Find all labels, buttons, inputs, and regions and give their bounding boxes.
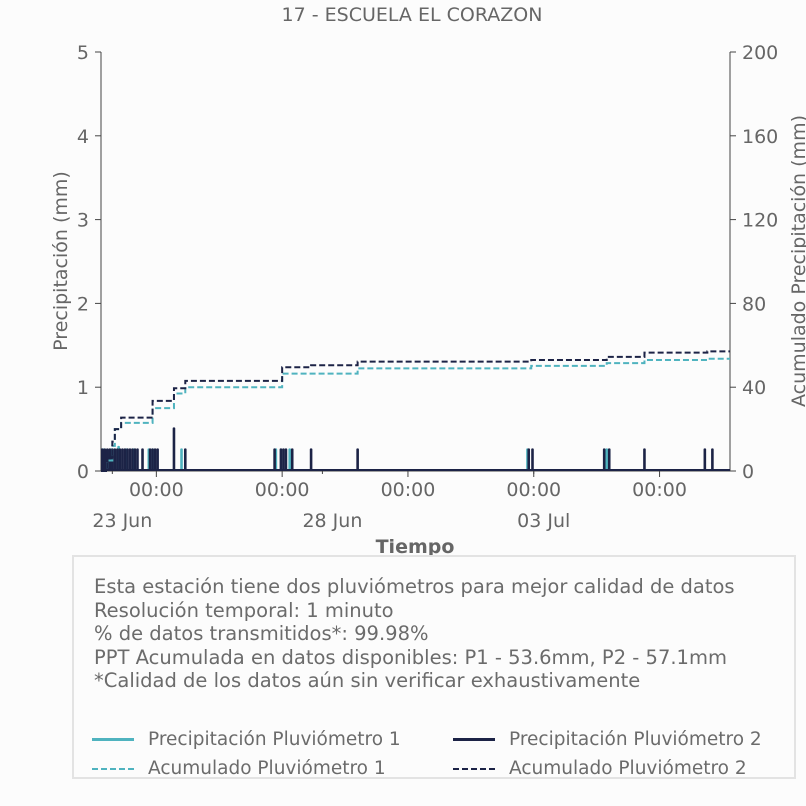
precipitation-bar <box>126 448 129 471</box>
x-ticks: 00:00 00:00 00:00 00:00 00:00 23 Jun 28 Jun 03 … <box>92 471 687 532</box>
precipitation-bar <box>703 448 707 471</box>
cumulative-line <box>101 350 730 472</box>
precipitation-bar <box>121 448 124 471</box>
precipitation-bar <box>131 448 134 471</box>
precipitation-bar <box>151 448 154 471</box>
x-date-label: 23 Jun <box>92 510 152 532</box>
left-tick-label: 4 <box>77 126 89 148</box>
right-tick-label: 40 <box>742 377 766 399</box>
precipitation-bar <box>123 448 127 471</box>
legend-item-precip-p2: Precipitación Pluviómetro 2 <box>453 729 762 750</box>
x-tick-label: 00:00 <box>129 479 184 501</box>
info-box: Esta estación tiene dos pluviómetros par… <box>72 555 796 779</box>
precipitation-bar <box>607 448 611 471</box>
legend-swatch-precip-p1 <box>92 738 134 741</box>
legend-label: Acumulado Pluviómetro 1 <box>148 758 386 779</box>
legend-swatch-cum-p1 <box>92 767 134 770</box>
precipitation-bar <box>116 448 119 471</box>
precipitation-bar <box>103 448 107 471</box>
right-tick-label: 0 <box>742 461 754 483</box>
precipitation-bar <box>711 448 714 471</box>
precipitation-bar <box>180 448 183 471</box>
right-y-ticks: 0 40 80 120 160 200 <box>730 42 778 483</box>
precipitation-bar <box>284 448 288 471</box>
precipitation-bar <box>183 448 187 471</box>
right-tick-label: 160 <box>742 126 778 148</box>
x-tick-label: 00:00 <box>506 479 561 501</box>
precipitation-bar <box>100 448 104 471</box>
x-axis-label: Tiempo <box>376 536 455 558</box>
legend-item-cum-p1: Acumulado Pluviómetro 1 <box>92 758 386 779</box>
precipitation-bar <box>141 448 144 471</box>
left-tick-label: 1 <box>77 377 89 399</box>
y-axis-label-left: Precipitación (mm) <box>50 171 72 351</box>
axes <box>100 52 731 472</box>
precipitation-bar <box>602 448 606 471</box>
cumulative-lines <box>101 350 730 472</box>
left-tick-label: 5 <box>77 42 89 64</box>
cumulative-line <box>101 357 730 472</box>
info-text: Esta estación tiene dos pluviómetros par… <box>94 575 735 693</box>
precipitation-bar <box>527 448 531 471</box>
legend-label: Precipitación Pluviómetro 2 <box>509 729 762 750</box>
legend-swatch-precip-p2 <box>453 738 495 741</box>
left-y-ticks: 0 1 2 3 4 5 <box>77 42 101 483</box>
precipitation-bar <box>148 448 152 471</box>
x-tick-label: 00:00 <box>381 479 436 501</box>
precipitation-bar <box>309 448 313 471</box>
precipitation-bar <box>290 448 294 471</box>
precipitation-bar <box>643 448 646 471</box>
precipitation-bar <box>279 448 283 471</box>
legend-item-precip-p1: Precipitación Pluviómetro 1 <box>92 729 401 750</box>
precipitation-bar <box>288 448 291 471</box>
right-tick-label: 80 <box>742 293 766 315</box>
right-tick-label: 120 <box>742 210 778 232</box>
x-date-label: 03 Jul <box>517 510 570 532</box>
precipitation-bar <box>531 448 534 471</box>
precipitation-bar <box>113 448 117 471</box>
legend-swatch-cum-p2 <box>453 767 495 770</box>
precipitation-bar <box>273 448 276 471</box>
left-tick-label: 3 <box>77 210 89 232</box>
x-date-label: 28 Jun <box>302 510 362 532</box>
precipitation-bar <box>136 448 139 471</box>
precipitation-bar <box>172 427 176 471</box>
info-line-stations: Esta estación tiene dos pluviómetros par… <box>94 575 735 598</box>
legend-item-cum-p2: Acumulado Pluviómetro 2 <box>453 758 747 779</box>
precipitation-bar <box>128 448 132 471</box>
x-tick-label: 00:00 <box>632 479 687 501</box>
legend-label: Acumulado Pluviómetro 2 <box>509 758 747 779</box>
precipitation-bars <box>100 427 730 471</box>
info-line-transmitted: % de datos transmitidos*: 99.98% <box>94 622 429 645</box>
left-tick-label: 2 <box>77 293 89 315</box>
precipitation-bar <box>156 448 159 471</box>
precipitation-bar <box>153 448 157 471</box>
info-line-quality-note: *Calidad de los datos aún sin verificar … <box>94 669 641 692</box>
info-line-accumulated: PPT Acumulada en datos disponibles: P1 -… <box>94 645 727 669</box>
precipitation-bar <box>118 448 122 471</box>
rainfall-chart: 17 - ESCUELA EL CORAZON 0 1 2 3 4 5 0 40 80 120 1… <box>50 4 806 558</box>
legend-label: Precipitación Pluviómetro 1 <box>148 729 401 750</box>
precipitation-bar <box>356 448 359 471</box>
x-tick-label: 00:00 <box>255 479 310 501</box>
precipitation-bar <box>133 448 137 471</box>
right-tick-label: 200 <box>742 42 778 64</box>
left-tick-label: 0 <box>77 461 89 483</box>
info-line-resolution: Resolución temporal: 1 minuto <box>94 598 394 622</box>
y-axis-label-right: Acumulado Precipitación (mm) <box>788 115 806 407</box>
precipitation-bar <box>605 448 609 471</box>
chart-title: 17 - ESCUELA EL CORAZON <box>282 4 543 26</box>
precipitation-bar <box>282 448 285 471</box>
